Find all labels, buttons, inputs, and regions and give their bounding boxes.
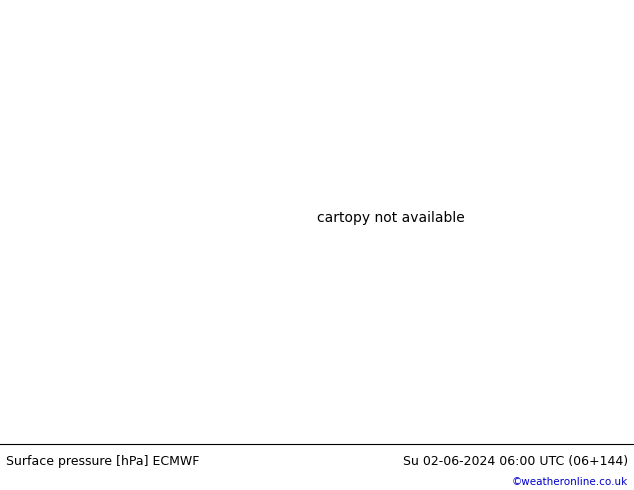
Text: Su 02-06-2024 06:00 UTC (06+144): Su 02-06-2024 06:00 UTC (06+144): [403, 455, 628, 467]
Text: Surface pressure [hPa] ECMWF: Surface pressure [hPa] ECMWF: [6, 455, 200, 467]
Text: ©weatheronline.co.uk: ©weatheronline.co.uk: [512, 477, 628, 487]
Text: cartopy not available: cartopy not available: [317, 211, 465, 225]
